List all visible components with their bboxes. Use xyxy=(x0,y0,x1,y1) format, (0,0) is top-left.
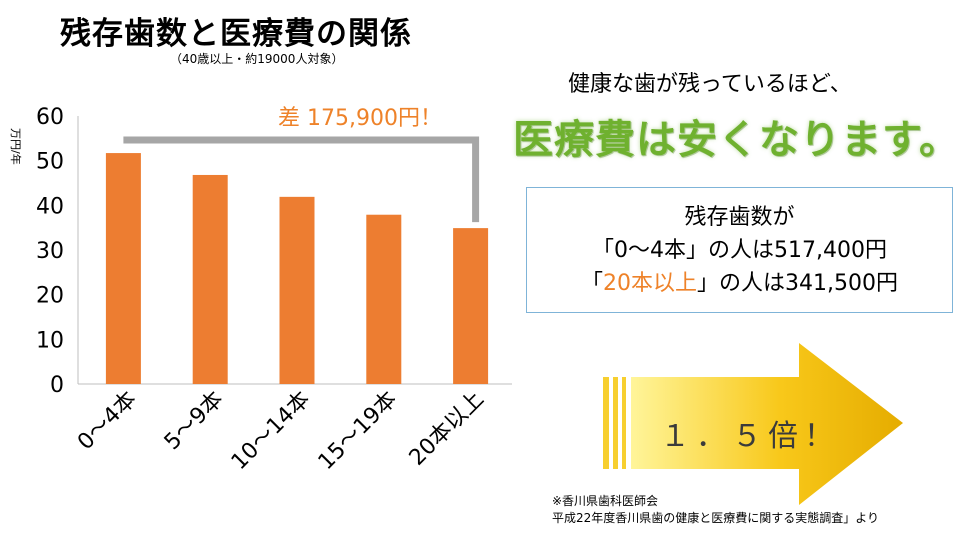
chart-subtitle: （40歳以上・約19000人対象） xyxy=(170,52,344,66)
bar xyxy=(192,174,228,384)
x-tick-label: 10～14本 xyxy=(227,387,315,475)
y-tick-label: 20 xyxy=(36,284,64,309)
y-tick-label: 0 xyxy=(50,373,64,398)
x-tick-label: 15～19本 xyxy=(314,387,402,475)
y-tick-label: 30 xyxy=(36,239,64,264)
x-tick-label: 0～4本 xyxy=(73,387,142,456)
bar xyxy=(279,196,315,384)
y-tick-label: 40 xyxy=(36,194,64,219)
info-box: 残存歯数が 「0～4本」の人は517,400円 「20本以上」の人は341,50… xyxy=(526,187,953,313)
x-tick-label: 5～9本 xyxy=(160,387,229,456)
arrow-label: １．５倍！ xyxy=(660,419,840,454)
y-tick-label: 10 xyxy=(36,328,64,353)
x-tick-label: 20本以上 xyxy=(405,387,489,471)
difference-bracket xyxy=(123,136,480,223)
info-line-1: 残存歯数が xyxy=(684,205,795,230)
headline-text: 健康な歯が残っているほど、 xyxy=(568,72,852,97)
highlight-20-teeth: 20本以上 xyxy=(603,271,698,296)
bar xyxy=(366,214,402,384)
info-line-3: 「20本以上」の人は341,500円 xyxy=(581,271,898,296)
source-note: ※香川県歯科医師会 平成22年度香川県歯の健康と医療費に関する実態調査」より xyxy=(552,494,880,525)
bar xyxy=(453,228,489,384)
y-tick-label: 50 xyxy=(36,150,64,175)
difference-annotation: 差 175,900円！ xyxy=(278,106,442,131)
chart-title: 残存歯数と医療費の関係 xyxy=(60,16,412,52)
slogan-text: 医療費は安くなります。 xyxy=(513,117,953,163)
info-line-2: 「0～4本」の人は517,400円 xyxy=(592,238,887,263)
bar xyxy=(105,153,141,384)
y-axis-label: 万円/年 xyxy=(9,128,23,165)
right-arrow-icon xyxy=(603,343,903,505)
y-tick-label: 60 xyxy=(36,105,64,130)
